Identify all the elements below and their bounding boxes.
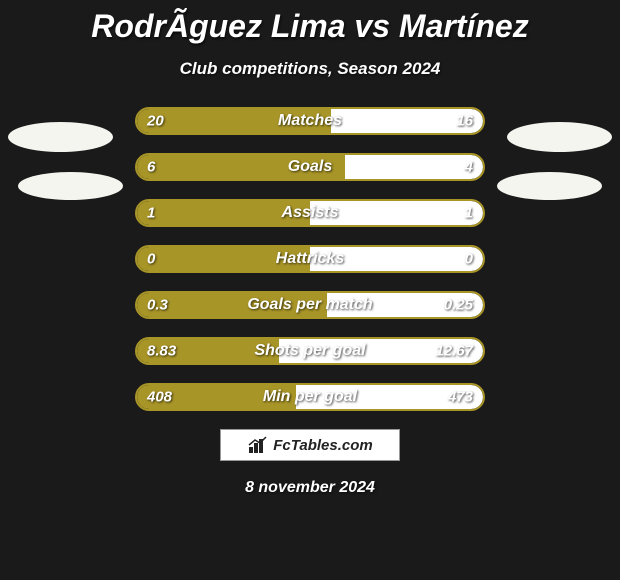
stat-row: 0.3 0.25 Goals per match <box>135 291 485 319</box>
date-label: 8 november 2024 <box>0 479 620 497</box>
stat-value-right: 16 <box>456 113 473 130</box>
stat-label: Hattricks <box>276 250 344 268</box>
stat-value-right: 1 <box>465 205 473 222</box>
stat-row: 6 4 Goals <box>135 153 485 181</box>
stat-label: Goals <box>288 158 332 176</box>
page-subtitle: Club competitions, Season 2024 <box>0 59 620 79</box>
comparison-chart: 20 16 Matches 6 4 Goals 1 1 Assists 0 0 Hattricks 0.… <box>0 107 620 411</box>
stat-label: Matches <box>278 112 342 130</box>
stat-value-left: 408 <box>147 389 172 406</box>
stat-label: Goals per match <box>247 296 372 314</box>
stat-value-left: 0 <box>147 251 155 268</box>
stat-value-right: 0 <box>465 251 473 268</box>
watermark-icon <box>247 435 269 455</box>
stat-value-left: 1 <box>147 205 155 222</box>
stat-row: 1 1 Assists <box>135 199 485 227</box>
page-title: RodrÃ­guez Lima vs Martínez <box>0 0 620 45</box>
stat-value-left: 20 <box>147 113 164 130</box>
watermark: FcTables.com <box>220 429 400 461</box>
stat-value-right: 473 <box>448 389 473 406</box>
stat-value-right: 0.25 <box>444 297 473 314</box>
stat-value-right: 4 <box>465 159 473 176</box>
stat-label: Shots per goal <box>254 342 365 360</box>
stat-row: 0 0 Hattricks <box>135 245 485 273</box>
stat-row: 20 16 Matches <box>135 107 485 135</box>
stat-row: 8.83 12.67 Shots per goal <box>135 337 485 365</box>
stat-value-left: 8.83 <box>147 343 176 360</box>
bar-right <box>345 155 483 179</box>
stat-row: 408 473 Min per goal <box>135 383 485 411</box>
stat-value-left: 0.3 <box>147 297 168 314</box>
stat-label: Min per goal <box>263 388 357 406</box>
watermark-label: FcTables.com <box>273 437 372 454</box>
stat-label: Assists <box>282 204 339 222</box>
stat-value-left: 6 <box>147 159 155 176</box>
stat-value-right: 12.67 <box>435 343 473 360</box>
